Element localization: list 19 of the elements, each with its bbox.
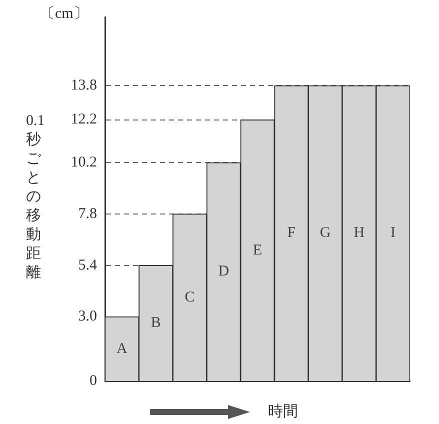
y-tick-label: 13.8 bbox=[70, 77, 97, 94]
x-tick-label: H bbox=[354, 225, 365, 242]
y-tick-label: 10.2 bbox=[70, 154, 97, 171]
x-tick-label: B bbox=[150, 315, 161, 332]
y-tick-label: 7.8 bbox=[78, 206, 97, 222]
x-tick-label: F bbox=[287, 225, 296, 242]
text: 0.1秒ごとの移動距離 bbox=[26, 113, 45, 281]
x-axis-title: 時間 bbox=[268, 402, 298, 421]
x-tick-label: A bbox=[116, 340, 128, 357]
x-tick-label: G bbox=[320, 225, 331, 242]
y-tick-label: 5.4 bbox=[78, 257, 98, 274]
x-tick-label: E bbox=[252, 242, 262, 258]
x-tick-label: D bbox=[218, 264, 230, 280]
y-tick-label: 0 bbox=[90, 372, 97, 389]
y-tick-label: 3.0 bbox=[78, 308, 97, 325]
x-tick-label: I bbox=[390, 225, 396, 242]
y-tick-label: 12.2 bbox=[70, 112, 97, 128]
text: 〔cm〕 bbox=[40, 5, 88, 23]
x-tick-label: C bbox=[184, 289, 195, 306]
